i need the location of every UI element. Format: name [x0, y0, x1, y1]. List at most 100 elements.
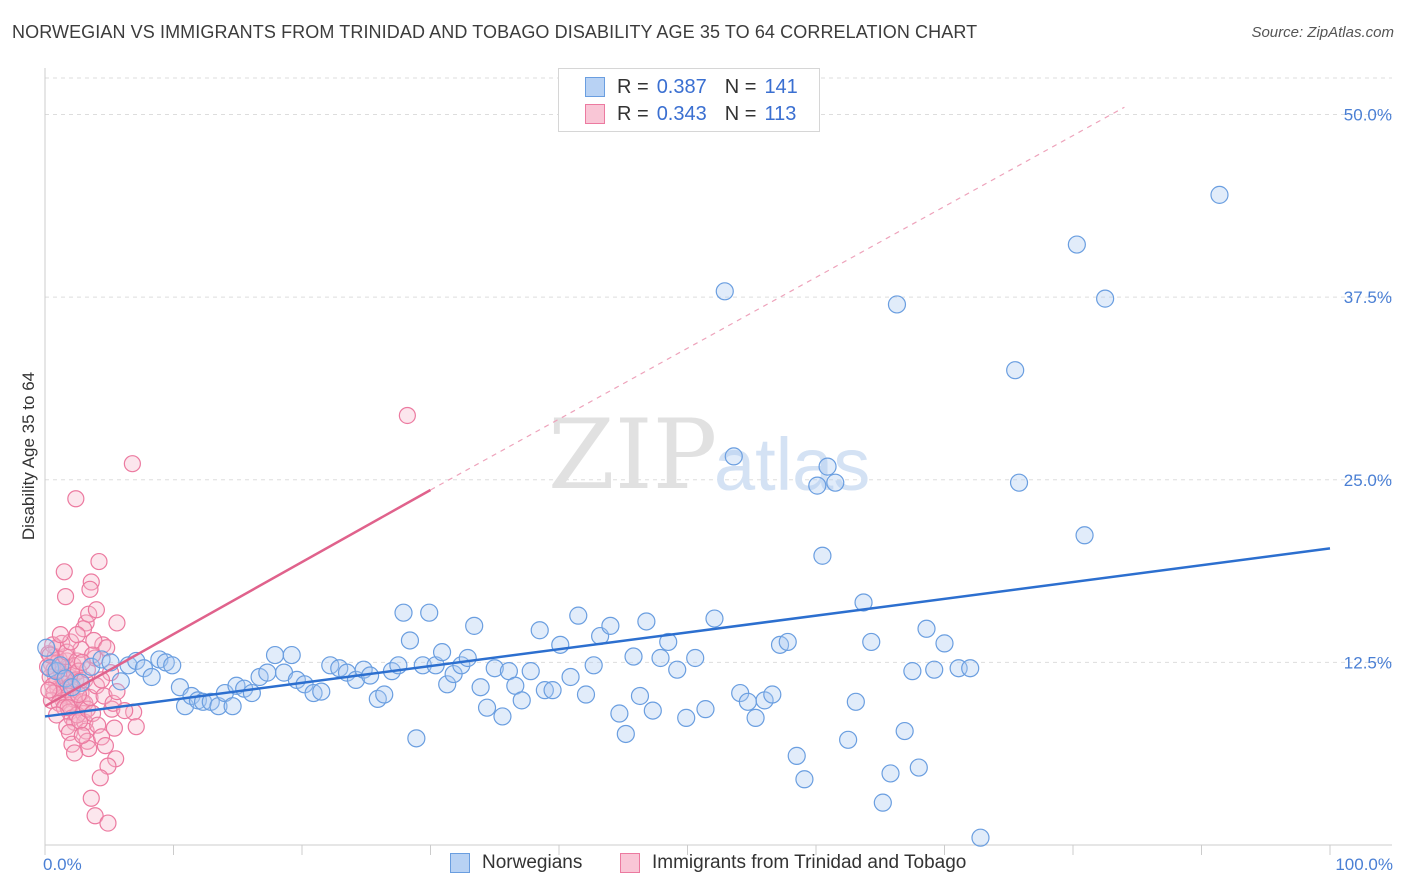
point-norwegian: [763, 685, 782, 704]
point-norwegian: [826, 473, 845, 492]
point-norwegian: [420, 603, 439, 622]
point-norwegian: [659, 632, 678, 652]
point-norwegian: [82, 657, 101, 676]
point-norwegian: [903, 662, 922, 681]
point-trinidad: [81, 580, 99, 598]
point-norwegian: [637, 612, 656, 631]
point-trinidad: [108, 614, 126, 632]
point-trinidad: [99, 814, 117, 832]
point-norwegian: [394, 603, 413, 622]
trend-lines: [44, 106, 1331, 718]
grid-lines: [45, 77, 1392, 663]
point-norwegian: [312, 682, 331, 701]
point-norwegian: [630, 686, 650, 706]
legend-item-trinidad: Immigrants from Trinidad and Tobago: [620, 852, 966, 874]
point-norwegian: [909, 758, 928, 777]
point-norwegian: [854, 593, 873, 612]
legend-label-trinidad: Immigrants from Trinidad and Tobago: [652, 852, 967, 873]
point-norwegian: [696, 700, 715, 719]
point-norwegian: [715, 282, 734, 301]
point-norwegian: [651, 648, 670, 668]
point-norwegian: [862, 632, 881, 652]
y-tick-label: 25.0%: [1344, 471, 1392, 490]
point-norwegian: [37, 638, 56, 657]
chart-title: NORWEGIAN VS IMMIGRANTS FROM TRINIDAD AN…: [12, 22, 978, 42]
point-norwegian: [465, 616, 484, 635]
point-norwegian: [746, 708, 765, 727]
legend-n-label: N =: [724, 75, 757, 98]
point-trinidad: [127, 718, 145, 736]
point-norwegian: [493, 707, 512, 726]
y-tick-label: 50.0%: [1344, 106, 1392, 125]
point-norwegian: [925, 660, 944, 679]
point-norwegian: [521, 662, 540, 681]
point-norwegian: [668, 660, 687, 679]
point-trinidad: [91, 769, 109, 787]
point-norwegian: [643, 701, 662, 720]
point-trinidad: [73, 653, 91, 671]
point-trinidad: [56, 588, 75, 606]
point-norwegian: [917, 619, 936, 638]
trend-extension-trinidad: [430, 106, 1125, 491]
point-norwegian: [1009, 473, 1029, 492]
point-norwegian: [795, 770, 814, 789]
point-trinidad: [65, 744, 84, 762]
point-trinidad: [398, 406, 416, 425]
point-norwegian: [163, 656, 182, 675]
point-norwegian: [258, 663, 277, 682]
point-trinidad: [108, 682, 126, 701]
point-norwegian: [686, 648, 705, 668]
point-norwegian: [265, 645, 285, 665]
point-norwegian: [485, 659, 504, 678]
point-norwegian: [1006, 361, 1025, 380]
point-trinidad: [40, 681, 58, 699]
y-tick-label: 37.5%: [1344, 288, 1392, 307]
legend-swatch-pink: [585, 104, 605, 124]
legend-item-norwegians: Norwegians: [450, 852, 582, 874]
point-norwegian: [584, 656, 603, 675]
legend-row-norwegians: R = 0.387 N = 141: [585, 74, 798, 100]
point-norwegian: [458, 648, 477, 668]
correlation-legend: R = 0.387 N = 141 R = 0.343 N = 113: [558, 68, 820, 132]
point-norwegian: [375, 685, 394, 704]
point-norwegian: [471, 678, 490, 697]
trend-line-norwegians: [44, 547, 1331, 718]
point-norwegian: [935, 634, 954, 653]
watermark-atlas: atlas: [714, 423, 870, 506]
y-axis-label: Disability Age 35 to 64: [19, 372, 38, 540]
point-norwegian: [512, 691, 531, 710]
legend-r-value: 0.387: [656, 75, 707, 98]
points-trinidad-tobago: [38, 406, 416, 832]
legend-r-label: R =: [617, 102, 649, 125]
point-norwegian: [846, 692, 865, 711]
point-trinidad: [68, 626, 86, 644]
point-norwegian: [887, 295, 907, 314]
point-norwegian: [808, 476, 827, 495]
point-norwegian: [407, 729, 426, 748]
point-norwegian: [971, 828, 990, 847]
legend-row-trinidad: R = 0.343 N = 113: [585, 101, 796, 127]
point-norwegian: [1210, 185, 1229, 204]
point-trinidad: [87, 601, 106, 619]
point-norwegian: [569, 606, 588, 625]
point-norwegian: [787, 746, 806, 765]
point-trinidad: [90, 552, 108, 571]
series-legend: Norwegians Immigrants from Trinidad and …: [0, 852, 1406, 878]
point-norwegian: [1096, 289, 1115, 308]
point-norwegian: [1067, 235, 1086, 254]
y-tick-label: 12.5%: [1344, 653, 1392, 672]
legend-n-value: 113: [764, 102, 797, 125]
point-norwegian: [561, 667, 580, 687]
watermark: ZIP atlas: [548, 399, 870, 511]
legend-swatch-blue: [585, 77, 605, 97]
point-norwegian: [530, 621, 549, 640]
point-norwegian: [432, 643, 452, 662]
point-trinidad: [67, 490, 85, 508]
point-norwegian: [400, 631, 420, 650]
legend-r-value: 0.343: [656, 102, 707, 125]
point-trinidad: [96, 737, 114, 755]
point-norwegian: [1075, 526, 1094, 545]
legend-n-value: 141: [764, 75, 798, 98]
point-norwegian: [601, 616, 620, 635]
